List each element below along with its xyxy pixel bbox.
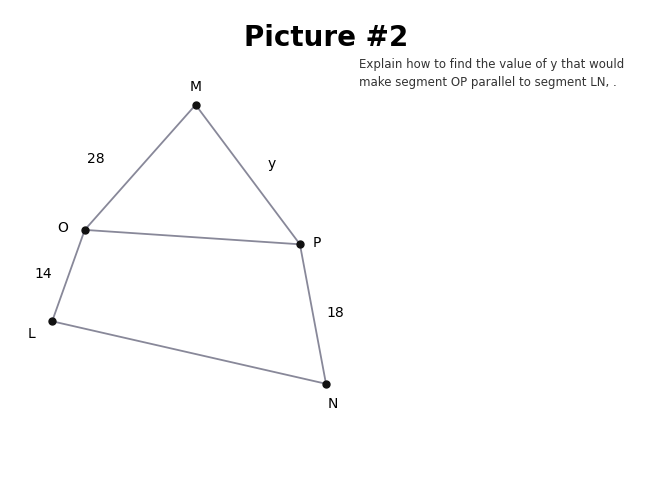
Text: Explain how to find the value of y that would
make segment OP parallel to segmen: Explain how to find the value of y that …	[359, 58, 624, 88]
Text: Picture #2: Picture #2	[244, 24, 408, 52]
Text: P: P	[313, 235, 321, 250]
Text: y: y	[267, 156, 276, 170]
Text: M: M	[190, 80, 201, 94]
Text: 28: 28	[87, 151, 104, 166]
Text: L: L	[28, 326, 36, 340]
Text: 14: 14	[35, 266, 52, 281]
Text: 18: 18	[326, 305, 344, 319]
Text: O: O	[57, 221, 68, 235]
Text: N: N	[327, 396, 338, 410]
